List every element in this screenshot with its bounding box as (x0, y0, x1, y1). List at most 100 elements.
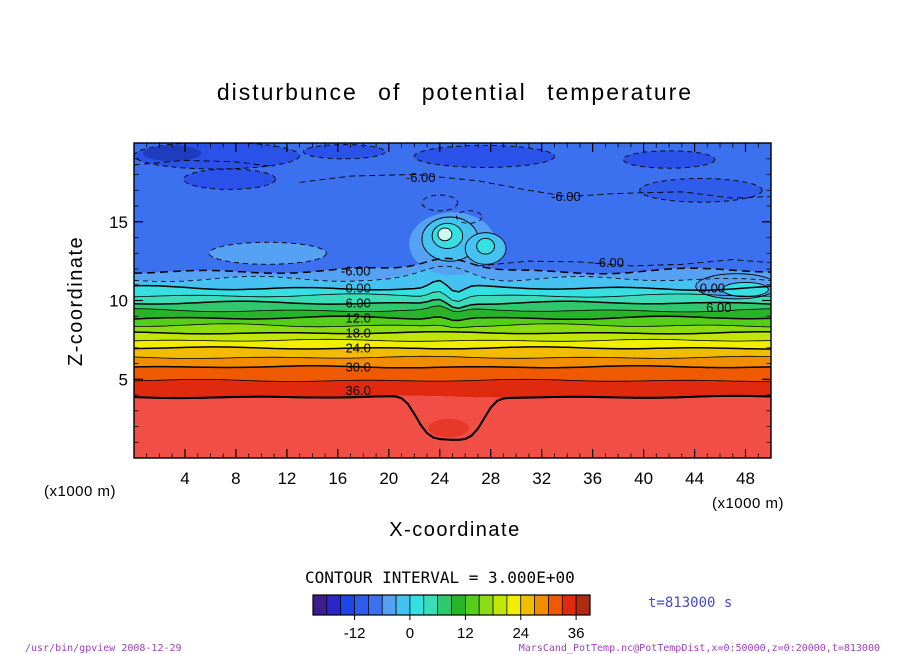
y-tick-label: 5 (119, 370, 128, 389)
anomaly-patch (302, 144, 386, 160)
colorbar-cell (395, 594, 411, 616)
contour-line-label: -6.00 (594, 255, 624, 270)
contour-line (134, 315, 771, 322)
y-tick-label: 10 (109, 292, 128, 311)
contour-line-label: -6.00 (341, 264, 371, 279)
colorbar-cell (437, 594, 452, 616)
colorbar-cell (312, 594, 328, 616)
y-axis-label: Z-coordinate (65, 236, 87, 366)
contour-line (134, 305, 771, 313)
x-tick-label: 20 (379, 469, 398, 488)
contour-line (134, 257, 771, 275)
contour-line-label: 24.0 (346, 341, 371, 356)
colorbar-cell (534, 594, 549, 616)
anomaly-patch (142, 145, 202, 162)
x-units-left: (x1000 m) (44, 483, 116, 500)
anomaly-patch (476, 237, 495, 255)
contour-line (134, 291, 771, 302)
colorbar-cell (506, 594, 522, 616)
contour-line-label: 0.00 (346, 281, 371, 296)
colorbar-tick-label: -12 (344, 625, 366, 642)
colorbar-cell (381, 594, 397, 616)
colorbar-cell (575, 594, 591, 616)
fill-band (134, 291, 771, 309)
anomaly-patch (421, 194, 459, 212)
colorbar-cell (368, 594, 383, 616)
fill-band (134, 316, 771, 328)
anomaly-patch (622, 150, 716, 169)
y-tick-label: 15 (109, 213, 128, 232)
fill-band (134, 331, 771, 342)
fill-band (134, 258, 771, 282)
x-tick-label: 40 (634, 469, 653, 488)
upper-dashed-contour (134, 159, 275, 168)
x-tick-label: 4 (180, 469, 189, 488)
contour-line (134, 378, 771, 382)
contour-line-label: 6.00 (706, 300, 731, 315)
contour-line (134, 330, 771, 335)
colorbar: -12 0 12 24 36 (312, 594, 591, 642)
x-axis-label: X-coordinate (389, 519, 520, 541)
anomaly-patch (208, 241, 327, 265)
contour-line (134, 365, 771, 369)
colorbar-cell (354, 594, 369, 616)
upper-dashed-contour (477, 259, 771, 267)
x-units-right: (x1000 m) (712, 495, 784, 512)
upper-dashed-contour (299, 174, 771, 199)
fill-band (134, 305, 771, 321)
anomaly-patch (639, 178, 763, 203)
colorbar-cell (520, 594, 535, 616)
anomaly-patch (413, 144, 555, 168)
contour-line (134, 265, 771, 282)
colorbar-cell (478, 594, 494, 616)
fill-band (134, 339, 771, 349)
contour-line (134, 355, 771, 359)
plot-title: disturbunce of potential temperature (217, 79, 693, 105)
anomaly-patch (183, 168, 276, 190)
colorbar-tick-label: 12 (457, 625, 474, 642)
contour-line (134, 338, 771, 342)
fill-band (134, 266, 771, 292)
x-tick-label: 12 (277, 469, 296, 488)
x-tick-label: 28 (481, 469, 500, 488)
time-label: t=813000 s (648, 595, 732, 611)
colorbar-frame (312, 594, 591, 616)
colorbar-cell (409, 594, 425, 616)
contour-line (134, 298, 771, 309)
fill-band (134, 356, 771, 368)
anomaly-patch (455, 210, 483, 224)
contour-line (134, 394, 771, 441)
x-tick-label: 48 (736, 469, 755, 488)
contour-line-label: 36.0 (346, 383, 371, 398)
x-tick-label: 36 (583, 469, 602, 488)
x-tick-label: 32 (532, 469, 551, 488)
plot-fill-layer: -6.00-6.00-6.00-6.000.006.0012.018.024.0… (134, 143, 771, 458)
contour-line-label: -6.00 (406, 170, 436, 185)
fill-band (134, 346, 771, 359)
colorbar-tick-label: 36 (568, 625, 585, 642)
plot-area: -6.00-6.00-6.00-6.000.006.0012.018.024.0… (134, 143, 771, 458)
contour-line-label: 12.0 (346, 311, 371, 326)
footer-source: MarsCand_PotTemp.nc@PotTempDist,x=0:5000… (519, 643, 880, 654)
footer-command: /usr/bin/gpview 2008-12-29 (25, 643, 182, 654)
contour-line-label: -6.00 (551, 189, 581, 204)
anomaly-patch (437, 227, 453, 242)
fill-band (134, 299, 771, 312)
colorbar-cell (326, 594, 342, 616)
contour-line-label: 6.00 (346, 296, 371, 311)
colorbar-cell (492, 594, 508, 616)
contour-line (134, 279, 771, 293)
contour-interval-label: CONTOUR INTERVAL = 3.000E+00 (305, 568, 575, 587)
x-tick-label: 24 (430, 469, 449, 488)
contour-line-label: 30.0 (346, 360, 371, 375)
x-tick-label: 44 (685, 469, 704, 488)
colorbar-cell (465, 594, 480, 616)
colorbar-cell (561, 594, 577, 616)
x-tick-label: 16 (328, 469, 347, 488)
contour-line-label: 0.00 (700, 281, 725, 296)
x-tick-label: 8 (231, 469, 240, 488)
fill-band (134, 365, 771, 382)
